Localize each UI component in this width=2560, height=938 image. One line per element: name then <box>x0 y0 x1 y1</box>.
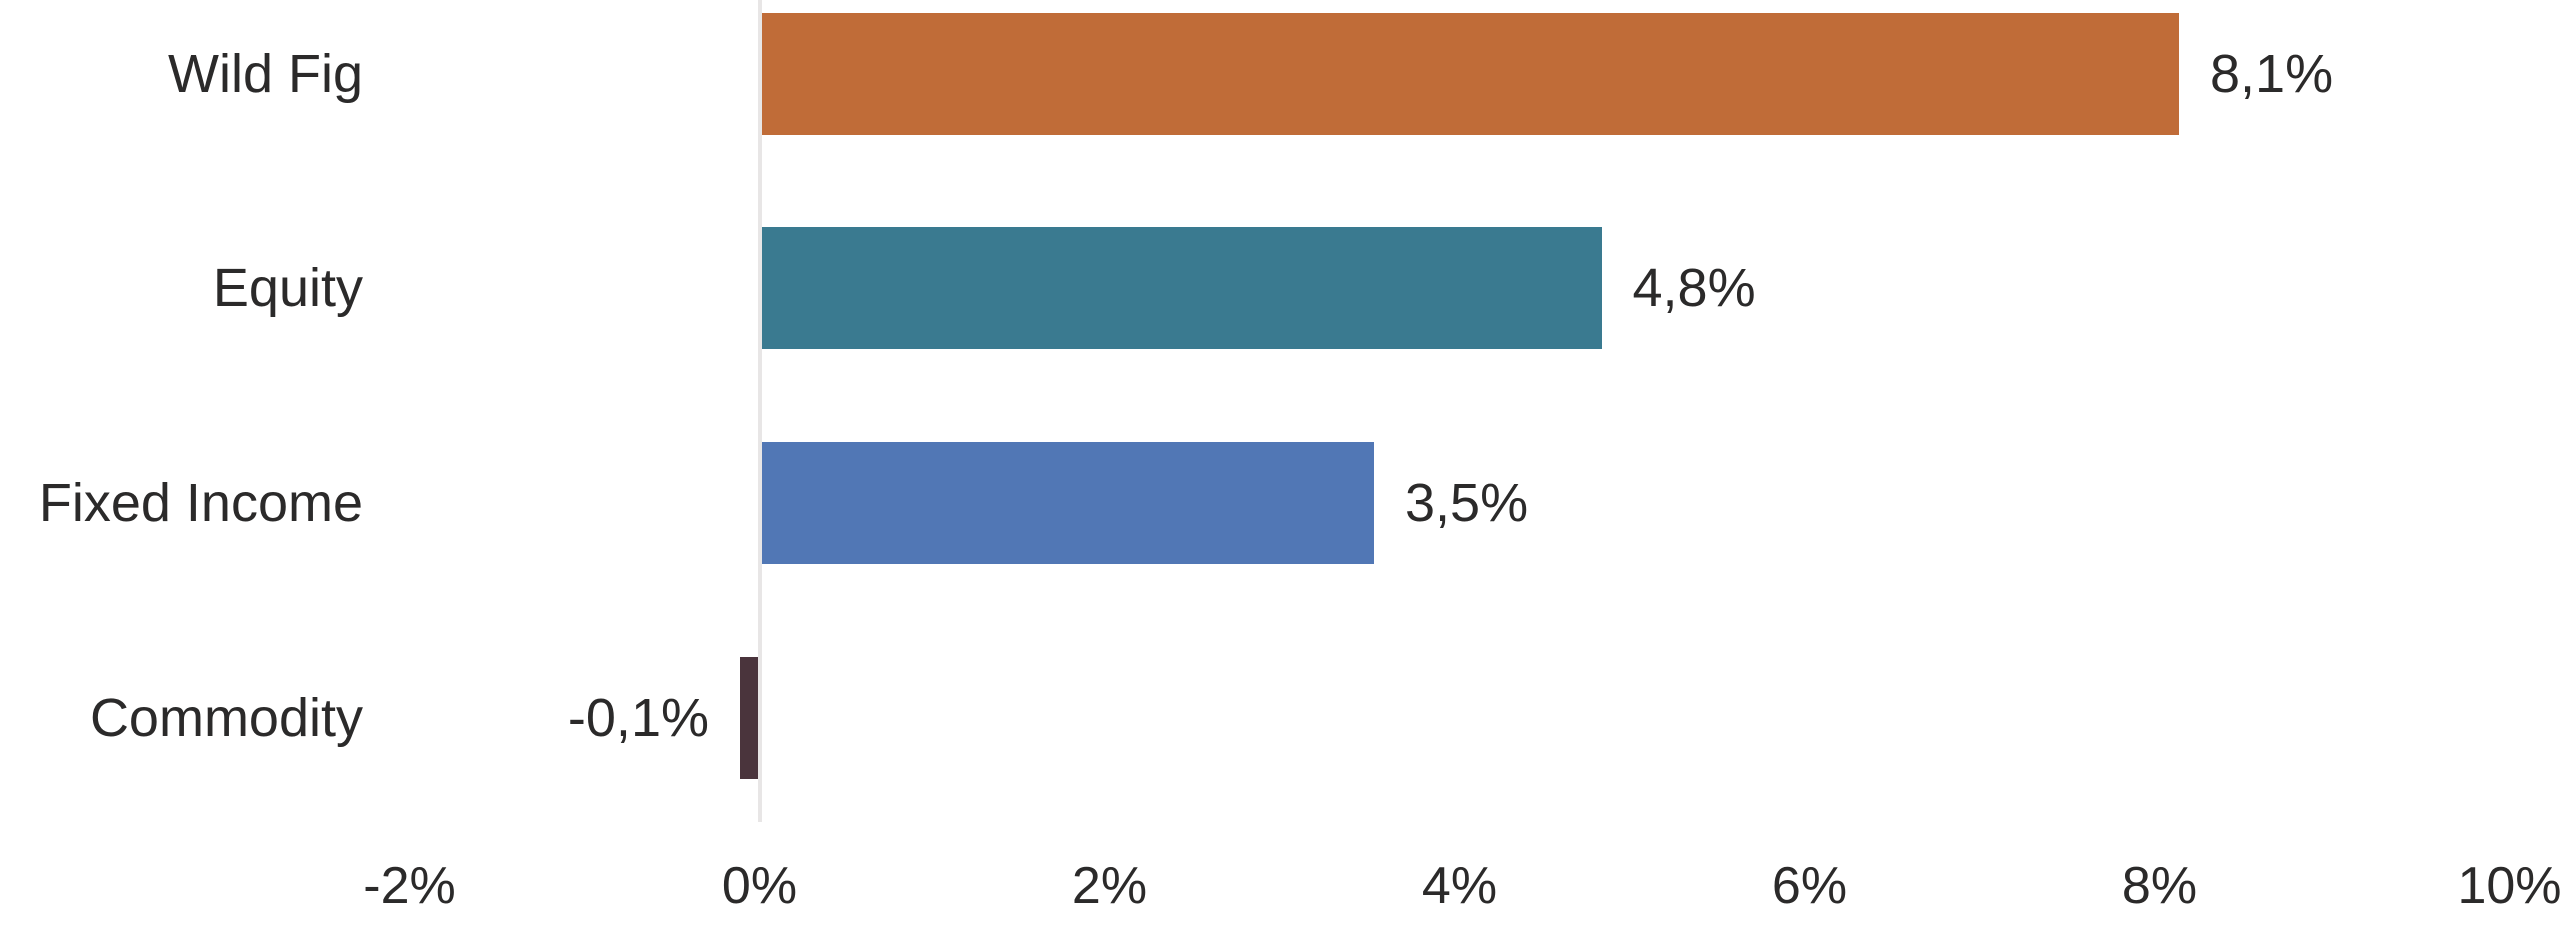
bar <box>761 227 1602 349</box>
bar-value-label: 3,5% <box>1405 473 1529 533</box>
x-axis-tick-label: 2% <box>1071 857 1148 915</box>
zero-axis-line <box>757 0 762 822</box>
category-label: Wild Fig <box>167 44 363 104</box>
x-axis-tick-label: 8% <box>2121 857 2198 915</box>
x-axis-tick-label: 10% <box>2457 857 2560 915</box>
category-label: Equity <box>212 258 363 318</box>
x-axis-tick-label: 6% <box>1771 857 1848 915</box>
x-axis-tick-label: 0% <box>721 857 798 915</box>
bar-value-label: 8,1% <box>2210 44 2334 104</box>
bar <box>761 13 2179 135</box>
bar-value-label: 4,8% <box>1632 258 1756 318</box>
category-label: Fixed Income <box>38 473 363 533</box>
category-label: Commodity <box>89 688 363 748</box>
bar <box>761 442 1374 564</box>
x-axis-tick-label: 4% <box>1421 857 1498 915</box>
bar-value-label: -0,1% <box>567 688 709 748</box>
x-axis-tick-label: -2% <box>363 857 456 915</box>
bar <box>740 657 758 779</box>
